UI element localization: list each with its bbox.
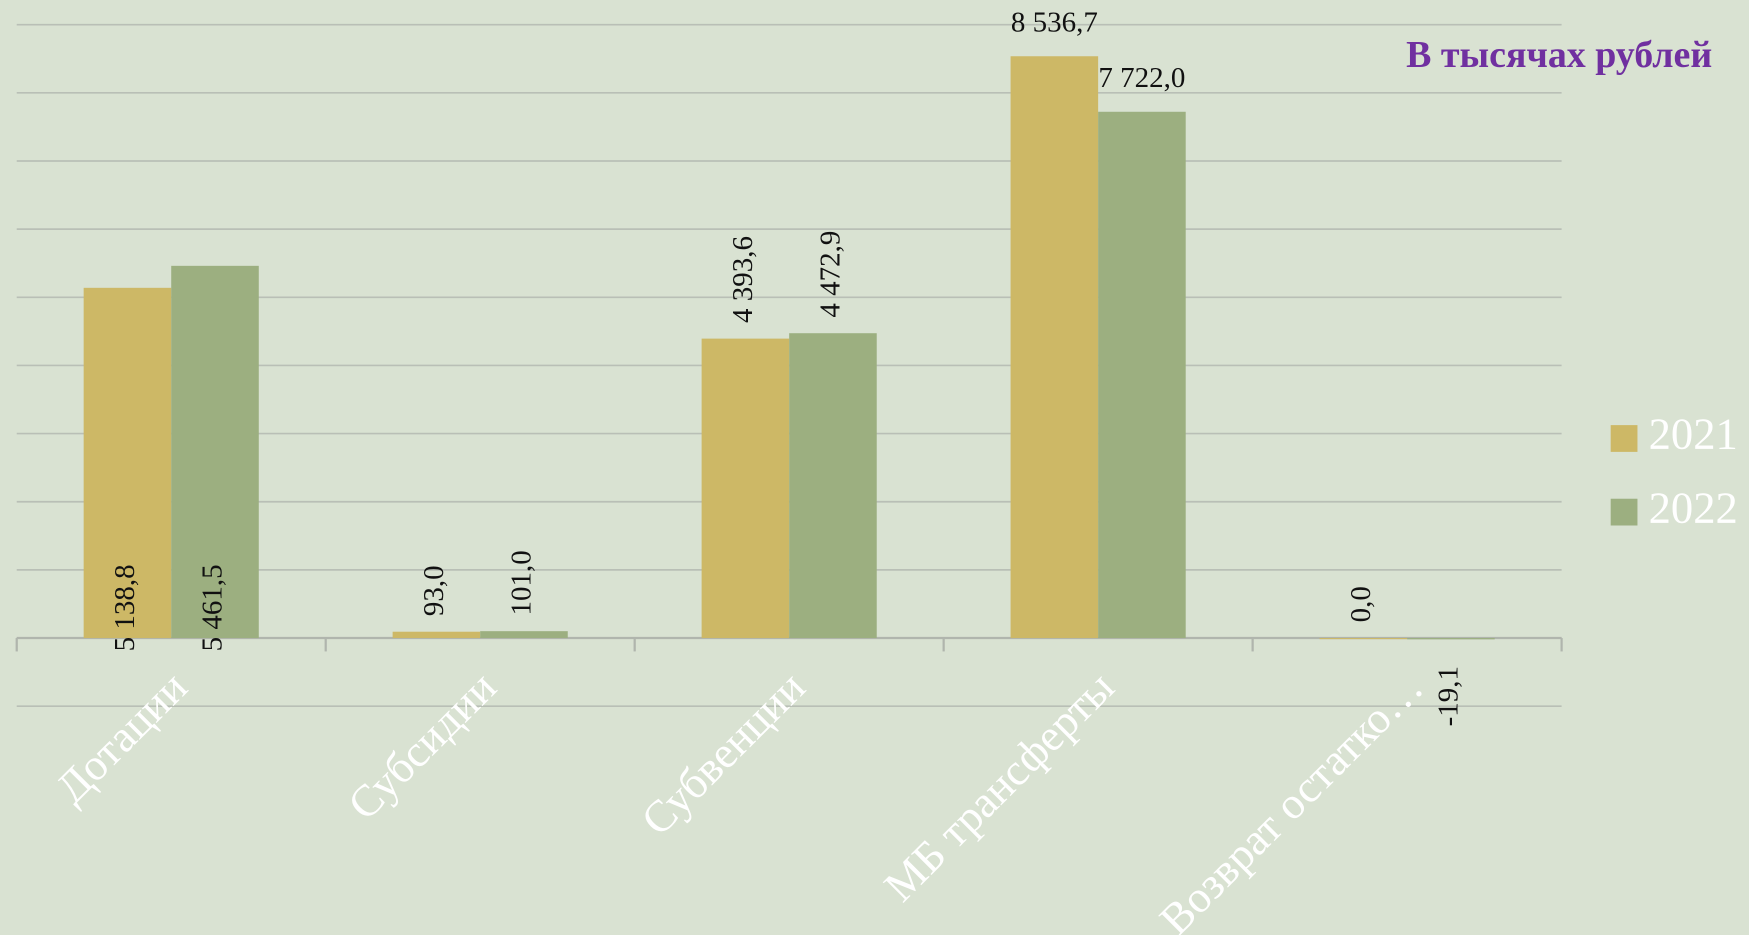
data-label: 101,0 (506, 550, 538, 615)
bar (171, 265, 259, 639)
bar (392, 631, 481, 639)
bar (789, 333, 877, 639)
data-label: -19,1 (1433, 666, 1465, 726)
data-label: 4 393,6 (727, 236, 759, 323)
data-label: 93,0 (418, 565, 450, 616)
bar (701, 338, 790, 639)
data-label: 4 472,9 (815, 231, 847, 318)
data-label: 8 536,7 (1011, 7, 1098, 39)
legend-swatch (1610, 425, 1638, 452)
data-label: 5 461,5 (197, 564, 229, 651)
legend-swatch (1610, 498, 1638, 526)
bar (1407, 638, 1495, 640)
bar (1319, 638, 1408, 640)
bar (1098, 111, 1186, 639)
legend-label: 2022 (1649, 482, 1738, 532)
legend-label: 2021 (1649, 409, 1738, 459)
chart-title: В тысячах рублей (1406, 34, 1712, 76)
data-label: 0,0 (1345, 586, 1377, 622)
bar (83, 287, 172, 639)
bar (1010, 56, 1099, 639)
data-label: 5 138,8 (109, 564, 141, 651)
bar (480, 631, 568, 639)
data-label: 7 722,0 (1098, 62, 1185, 94)
